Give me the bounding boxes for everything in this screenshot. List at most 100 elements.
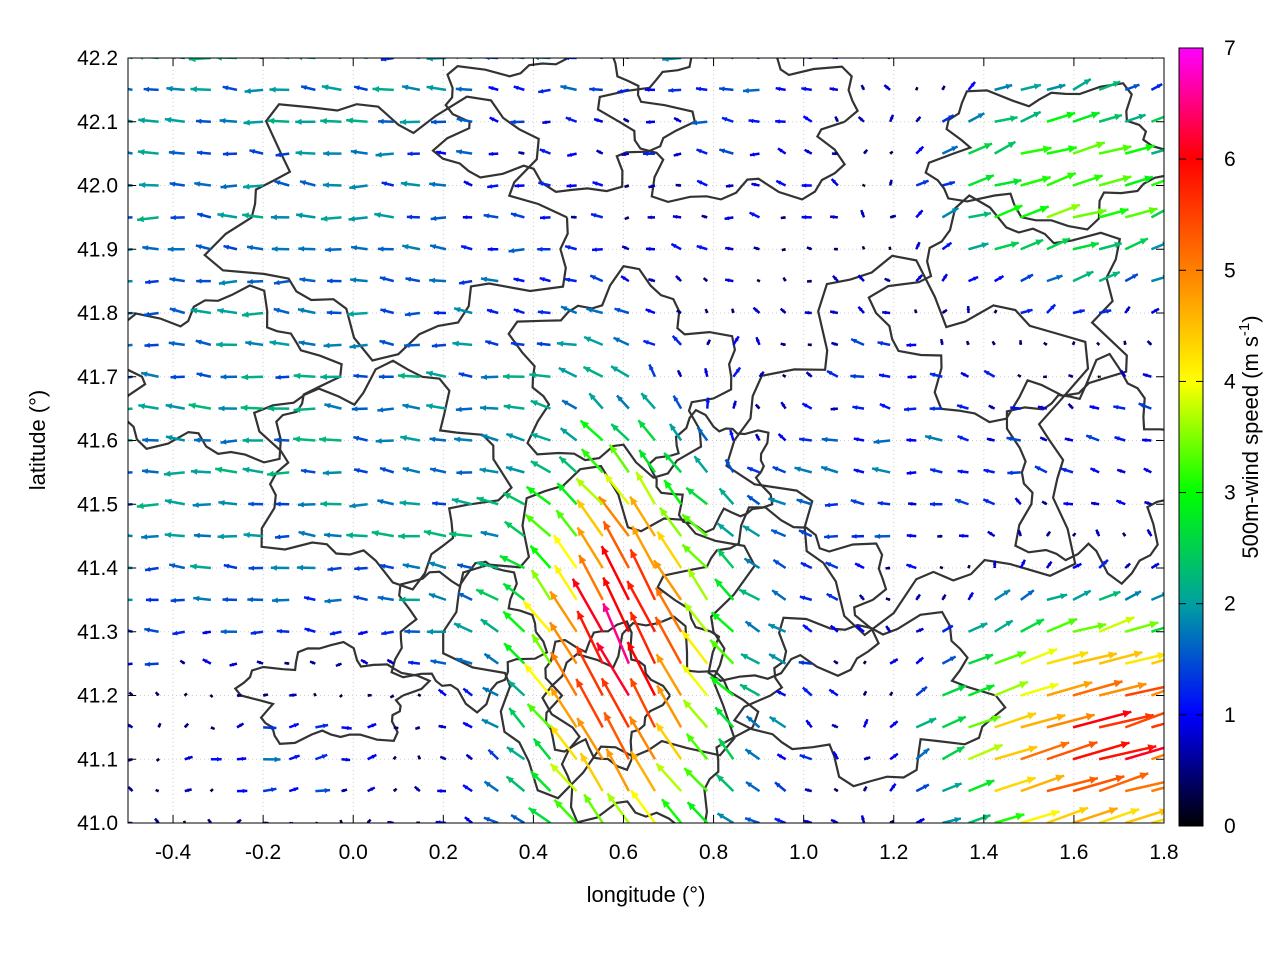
wind-vector-head	[398, 533, 405, 540]
wind-vector	[455, 58, 473, 60]
wind-vector-head	[378, 118, 384, 125]
wind-vector	[620, 275, 630, 283]
wind-vector-head	[958, 533, 964, 538]
wind-vector-head	[551, 652, 559, 662]
wind-vector	[335, 662, 342, 668]
wind-vector-head	[1112, 271, 1120, 278]
wind-vector	[169, 276, 185, 283]
x-tick-label: 1.0	[789, 841, 818, 864]
wind-vector-head	[1154, 308, 1160, 313]
wind-vector-shaft	[575, 678, 604, 728]
wind-vector-head	[1050, 809, 1060, 818]
wind-vector	[885, 625, 892, 633]
wind-vector-head	[320, 215, 328, 222]
wind-vector	[767, 623, 787, 633]
contour-line	[732, 610, 1007, 788]
wind-vector	[367, 786, 376, 793]
wind-vector	[714, 706, 735, 729]
wind-vector-shaft	[359, 58, 368, 60]
wind-vector-head	[711, 612, 721, 621]
wind-vector-head	[218, 279, 226, 286]
wind-vector-shaft	[1072, 710, 1132, 729]
wind-vector-head	[1041, 175, 1051, 184]
wind-vector	[1072, 174, 1104, 187]
wind-vector	[590, 212, 604, 219]
wind-vector	[915, 817, 925, 823]
wind-vector	[617, 88, 630, 94]
wind-vector-head	[526, 486, 536, 495]
wind-vector	[371, 530, 394, 538]
wind-vector	[192, 502, 211, 508]
wind-vector	[602, 520, 630, 569]
wind-vector-head	[452, 340, 459, 347]
wind-vector-head	[504, 521, 513, 529]
wind-vector	[1098, 772, 1149, 793]
wind-vector-head	[749, 152, 755, 157]
wind-vector-head	[485, 340, 491, 345]
wind-vector	[1151, 274, 1164, 283]
wind-vector	[163, 470, 185, 477]
wind-vector-shaft	[128, 407, 133, 411]
contour-line	[128, 284, 343, 464]
wind-vector	[1124, 620, 1159, 633]
wind-vector	[128, 407, 133, 411]
wind-vector-head	[183, 693, 187, 697]
wind-vector	[592, 181, 604, 187]
wind-vector	[724, 458, 735, 474]
wind-vector-head	[510, 58, 514, 60]
wind-vector	[1020, 713, 1066, 729]
wind-vector-head	[1154, 563, 1160, 568]
wind-vector	[728, 58, 734, 60]
wind-vector-head	[1167, 112, 1175, 118]
wind-vector	[992, 560, 997, 569]
wind-vector-head	[830, 310, 835, 315]
wind-vector-head	[796, 498, 803, 504]
wind-vector	[610, 423, 630, 442]
wind-vector	[270, 564, 290, 571]
wind-vector	[885, 566, 891, 570]
wind-vector	[1124, 83, 1140, 92]
wind-vector-head	[1061, 467, 1067, 473]
wind-vector	[144, 627, 159, 633]
wind-vector	[155, 757, 161, 762]
wind-vector	[273, 279, 290, 286]
wind-vector	[464, 816, 473, 823]
wind-vector	[458, 279, 473, 285]
wind-vector	[821, 436, 838, 443]
wind-vector	[915, 747, 930, 761]
wind-vector	[297, 501, 316, 508]
wind-vector-head	[454, 623, 462, 629]
wind-vector-head	[684, 768, 693, 777]
wind-vector	[1150, 209, 1164, 219]
wind-vector-head	[672, 335, 678, 342]
wind-vector	[1151, 818, 1164, 823]
wind-vector-head	[1142, 438, 1147, 443]
wind-vector-head	[829, 87, 835, 92]
wind-vector-head	[340, 819, 344, 823]
wind-vector	[386, 658, 395, 665]
wind-vector	[1045, 530, 1052, 537]
wind-vector-head	[415, 726, 420, 730]
wind-vector	[128, 691, 134, 697]
wind-vector	[968, 275, 979, 283]
wind-vector-shaft	[1072, 680, 1123, 697]
wind-vector	[510, 212, 525, 219]
wind-vector-shaft	[128, 534, 133, 538]
wind-vector-head	[499, 555, 509, 563]
wind-vector	[341, 725, 352, 731]
wind-vector-head	[769, 654, 776, 660]
wind-vector	[357, 630, 368, 636]
wind-vector	[1014, 497, 1022, 506]
wind-vector-head	[483, 817, 490, 823]
wind-vector	[882, 310, 891, 315]
wind-vector-head	[1013, 178, 1022, 186]
wind-vector-head	[145, 566, 151, 572]
wind-vector	[681, 664, 709, 697]
wind-vector-head	[957, 685, 967, 692]
wind-vector-head	[435, 820, 441, 823]
wind-vector	[429, 277, 447, 284]
wind-vector	[319, 436, 342, 443]
wind-vector-head	[753, 307, 758, 312]
wind-vector-head	[510, 119, 516, 125]
wind-vector	[1043, 341, 1048, 347]
